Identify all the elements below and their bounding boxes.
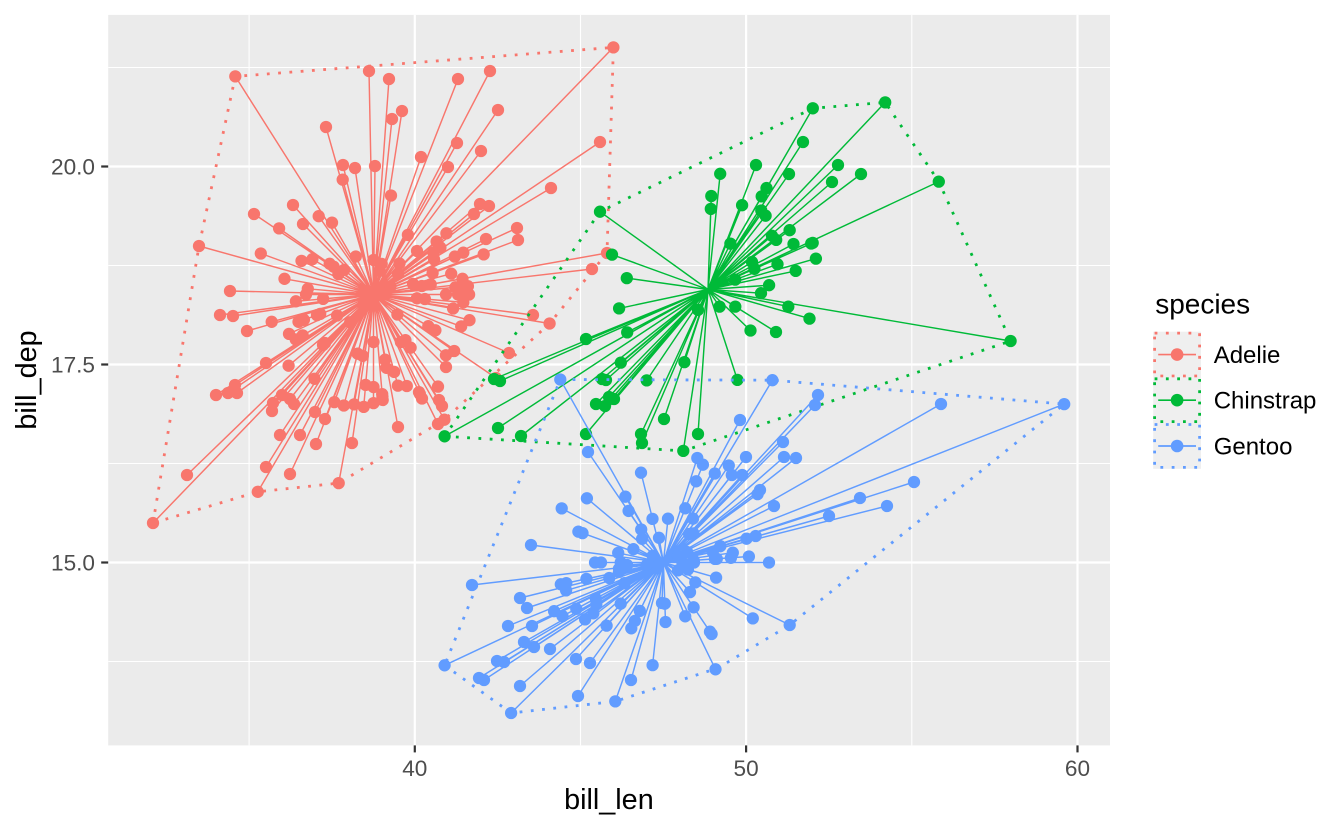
svg-text:60: 60 [1065, 756, 1090, 781]
svg-text:50: 50 [734, 756, 759, 781]
svg-text:17.5: 17.5 [51, 353, 95, 378]
svg-text:bill_dep: bill_dep [11, 330, 43, 429]
svg-text:Chinstrap: Chinstrap [1214, 388, 1317, 415]
svg-text:15.0: 15.0 [51, 551, 95, 576]
svg-text:Adelie: Adelie [1214, 342, 1281, 369]
svg-text:species: species [1155, 289, 1250, 320]
svg-text:Gentoo: Gentoo [1214, 433, 1293, 460]
svg-text:bill_len: bill_len [564, 784, 654, 816]
svg-text:20.0: 20.0 [51, 155, 95, 180]
svg-text:40: 40 [402, 756, 427, 781]
